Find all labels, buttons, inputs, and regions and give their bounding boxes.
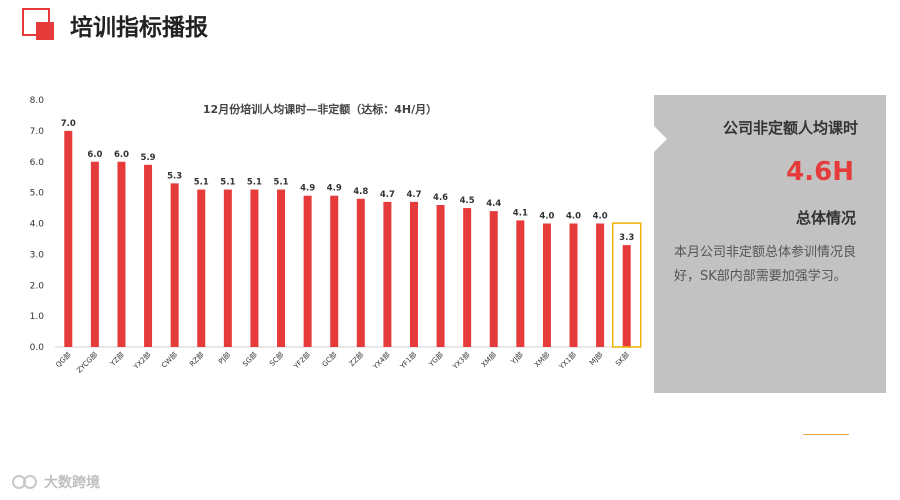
decorative-line (803, 434, 849, 435)
category-label: YX2部 (131, 350, 153, 372)
bar-value-label: 5.1 (273, 178, 288, 188)
category-label: SC部 (268, 350, 286, 368)
category-label: MJ部 (587, 350, 604, 367)
bar (463, 208, 472, 347)
bar (383, 201, 392, 347)
bar (250, 189, 259, 347)
bar-value-label: 4.9 (300, 184, 315, 194)
bar (356, 198, 365, 347)
category-label: SG部 (241, 350, 259, 368)
bar (197, 189, 206, 347)
bar (622, 245, 631, 347)
page-title: 培训指标播报 (70, 15, 208, 41)
bar (516, 220, 525, 347)
header-logo (22, 8, 56, 42)
bar-value-label: 7.0 (61, 119, 76, 129)
bar (223, 189, 232, 347)
category-label: CW部 (159, 350, 179, 370)
category-label: YG部 (426, 350, 445, 369)
category-label: YX4部 (370, 350, 392, 372)
bar (330, 195, 339, 347)
bar-value-label: 4.7 (406, 190, 421, 200)
bar-value-label: 4.7 (380, 190, 395, 200)
bar-value-label: 4.0 (593, 212, 608, 222)
category-label: SK部 (613, 350, 631, 368)
bar-value-label: 4.6 (433, 193, 448, 203)
watermark-text: 大数跨境 (44, 475, 100, 491)
bar-value-label: 5.1 (220, 178, 235, 188)
category-label: GC部 (320, 350, 339, 369)
bar-value-label: 4.5 (460, 196, 475, 206)
bar (170, 183, 179, 347)
bar (542, 223, 551, 347)
bar (489, 211, 498, 347)
y-tick-label: 7.0 (30, 127, 45, 137)
bar-value-label: 6.0 (87, 150, 102, 160)
bar-value-label: 5.1 (194, 178, 209, 188)
category-label: ZZ部 (347, 350, 365, 368)
category-label: XM部 (479, 350, 498, 369)
watermark: 大数跨境 (10, 472, 100, 492)
y-tick-label: 1.0 (30, 312, 45, 322)
bar (596, 223, 605, 347)
category-labels: QG部 ZYCG部 YZ部 YX2部 CW部 RZ部 PJ部 SG部 SC部 YF2部 GC部 ZZ部… (54, 350, 631, 375)
value-labels: 7.0 6.0 6.0 5.9 5.3 5.1 5.1 5.1 5.1 4.9 4.9 4.8 4.7 4… (61, 119, 635, 243)
y-axis: 0.0 1.0 2.0 3.0 4.0 5.0 6.0 7.0 8.0 (30, 96, 45, 353)
bar (569, 223, 578, 347)
category-label: YF2部 (291, 350, 312, 371)
bar-value-label: 5.1 (247, 178, 262, 188)
bar (144, 164, 153, 347)
summary-panel: 公司非定额人均课时 4.6H 总体情况 本月公司非定额总体参训情况良好，SK部内… (653, 95, 886, 393)
bar-value-label: 6.0 (114, 150, 129, 160)
bar (436, 204, 445, 347)
y-tick-label: 6.0 (30, 158, 45, 168)
summary-subheading: 总体情况 (795, 209, 856, 227)
bar-value-label: 4.8 (353, 187, 368, 197)
bar-value-label: 5.3 (167, 171, 182, 181)
bars (64, 130, 631, 347)
summary-description: 本月公司非定额总体参训情况良好，SK部内部需要加强学习。 (674, 245, 857, 284)
summary-heading: 公司非定额人均课时 (722, 119, 858, 137)
y-tick-label: 2.0 (30, 281, 45, 291)
category-label: XM部 (532, 350, 551, 369)
bar (303, 195, 312, 347)
bar-value-label: 4.9 (327, 184, 342, 194)
panel-notch (653, 125, 667, 153)
brand-logo-icon (12, 475, 37, 489)
bar-chart: 12月份培训人均课时—非定额（达标：4H/月） 0.0 1.0 2.0 3.0 4.0 5… (30, 96, 642, 375)
bar-value-label: 4.4 (486, 199, 501, 209)
bar (409, 201, 418, 347)
y-tick-label: 0.0 (30, 343, 45, 353)
category-label: PJ部 (216, 350, 232, 366)
category-label: QG部 (54, 350, 73, 369)
bar (90, 161, 99, 347)
bar-value-label: 4.0 (539, 212, 554, 222)
summary-value: 4.6H (786, 157, 854, 187)
category-label: YJ部 (508, 350, 525, 367)
chart-title: 12月份培训人均课时—非定额（达标：4H/月） (203, 102, 437, 116)
category-label: RZ部 (188, 350, 206, 368)
bar (277, 189, 286, 347)
y-tick-label: 8.0 (30, 96, 45, 106)
category-label: ZYCG部 (75, 350, 100, 375)
logo-solid-square (36, 22, 54, 40)
y-tick-label: 3.0 (30, 250, 45, 260)
bar (64, 130, 73, 347)
highlight-box (611, 222, 642, 348)
category-label: YX3部 (450, 350, 472, 372)
bar (117, 161, 126, 347)
bar-value-label: 3.3 (619, 233, 634, 243)
category-label: YX1部 (556, 350, 578, 372)
bar-value-label: 4.0 (566, 212, 581, 222)
category-label: YZ部 (107, 350, 125, 368)
bar-value-label: 5.9 (141, 153, 156, 163)
y-tick-label: 5.0 (30, 189, 45, 199)
bar-value-label: 4.1 (513, 208, 528, 218)
y-tick-label: 4.0 (30, 220, 45, 230)
category-label: YF1部 (397, 350, 418, 371)
